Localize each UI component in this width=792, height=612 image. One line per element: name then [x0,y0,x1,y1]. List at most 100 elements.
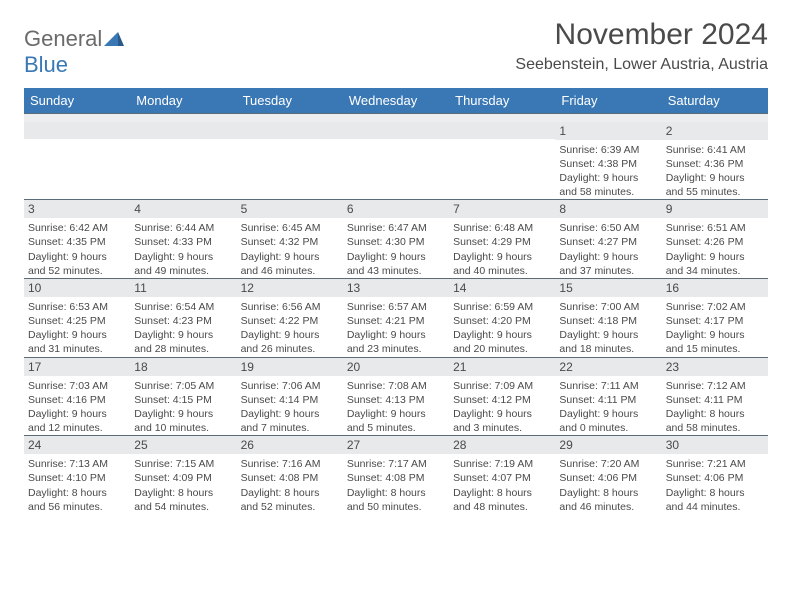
sunrise-text: Sunrise: 7:13 AM [28,457,126,471]
daylight-text: Daylight: 9 hours and 23 minutes. [347,328,445,356]
sunrise-text: Sunrise: 6:45 AM [241,221,339,235]
calendar-cell: 1 Sunrise: 6:39 AMSunset: 4:38 PMDaylight… [555,122,661,200]
sunset-text: Sunset: 4:07 PM [453,471,551,485]
sunrise-text: Sunrise: 6:41 AM [666,143,764,157]
weekday-header: Saturday [662,88,768,114]
sunset-text: Sunset: 4:09 PM [134,471,232,485]
calendar-cell [237,122,343,200]
sunset-text: Sunset: 4:13 PM [347,393,445,407]
calendar-week-row: 24Sunrise: 7:13 AMSunset: 4:10 PMDayligh… [24,436,768,514]
cell-body: Sunrise: 6:41 AMSunset: 4:36 PMDaylight:… [662,140,768,200]
cell-body: Sunrise: 7:20 AMSunset: 4:06 PMDaylight:… [555,454,661,514]
sunset-text: Sunset: 4:20 PM [453,314,551,328]
day-number: 1 [555,122,661,140]
cell-body: Sunrise: 6:53 AMSunset: 4:25 PMDaylight:… [24,297,130,357]
day-number: 7 [449,200,555,218]
calendar-cell: 26Sunrise: 7:16 AMSunset: 4:08 PMDayligh… [237,436,343,514]
cell-body: Sunrise: 6:57 AMSunset: 4:21 PMDaylight:… [343,297,449,357]
day-number: 23 [662,358,768,376]
day-number: 26 [237,436,343,454]
day-number [237,122,343,139]
daylight-text: Daylight: 9 hours and 0 minutes. [559,407,657,435]
sunrise-text: Sunrise: 6:51 AM [666,221,764,235]
calendar-cell: 24Sunrise: 7:13 AMSunset: 4:10 PMDayligh… [24,436,130,514]
daylight-text: Daylight: 9 hours and 58 minutes. [559,171,657,199]
sunset-text: Sunset: 4:32 PM [241,235,339,249]
calendar-week-row: 1Sunrise: 6:39 AMSunset: 4:38 PMDaylight… [24,122,768,200]
cell-body: Sunrise: 7:00 AMSunset: 4:18 PMDaylight:… [555,297,661,357]
cell-body: Sunrise: 7:13 AMSunset: 4:10 PMDaylight:… [24,454,130,514]
sunset-text: Sunset: 4:26 PM [666,235,764,249]
daylight-text: Daylight: 8 hours and 46 minutes. [559,486,657,514]
calendar-cell: 12Sunrise: 6:56 AMSunset: 4:22 PMDayligh… [237,278,343,357]
daylight-text: Daylight: 9 hours and 43 minutes. [347,250,445,278]
calendar-cell: 19Sunrise: 7:06 AMSunset: 4:14 PMDayligh… [237,357,343,436]
cell-body [343,139,449,142]
daylight-text: Daylight: 8 hours and 52 minutes. [241,486,339,514]
day-number: 6 [343,200,449,218]
sunset-text: Sunset: 4:15 PM [134,393,232,407]
sunset-text: Sunset: 4:38 PM [559,157,657,171]
sunset-text: Sunset: 4:11 PM [666,393,764,407]
day-number: 18 [130,358,236,376]
sunrise-text: Sunrise: 7:21 AM [666,457,764,471]
calendar-cell: 2Sunrise: 6:41 AMSunset: 4:36 PMDaylight… [662,122,768,200]
sunrise-text: Sunrise: 6:39 AM [559,143,657,157]
day-number: 11 [130,279,236,297]
sunset-text: Sunset: 4:23 PM [134,314,232,328]
calendar-cell [343,122,449,200]
day-number [449,122,555,139]
day-number: 25 [130,436,236,454]
daylight-text: Daylight: 8 hours and 44 minutes. [666,486,764,514]
calendar-cell [130,122,236,200]
calendar-cell: 6Sunrise: 6:47 AMSunset: 4:30 PMDaylight… [343,200,449,279]
cell-body: Sunrise: 7:21 AMSunset: 4:06 PMDaylight:… [662,454,768,514]
calendar-cell: 17Sunrise: 7:03 AMSunset: 4:16 PMDayligh… [24,357,130,436]
calendar-week-row: 3Sunrise: 6:42 AMSunset: 4:35 PMDaylight… [24,200,768,279]
sunrise-text: Sunrise: 6:57 AM [347,300,445,314]
spacer-row [24,114,768,122]
calendar-cell: 30Sunrise: 7:21 AMSunset: 4:06 PMDayligh… [662,436,768,514]
day-number: 3 [24,200,130,218]
daylight-text: Daylight: 8 hours and 54 minutes. [134,486,232,514]
sunrise-text: Sunrise: 7:12 AM [666,379,764,393]
calendar-cell: 7Sunrise: 6:48 AMSunset: 4:29 PMDaylight… [449,200,555,279]
logo-text: General Blue [24,26,124,78]
cell-body: Sunrise: 7:06 AMSunset: 4:14 PMDaylight:… [237,376,343,436]
sunset-text: Sunset: 4:22 PM [241,314,339,328]
calendar-cell [24,122,130,200]
daylight-text: Daylight: 9 hours and 5 minutes. [347,407,445,435]
calendar-cell: 21Sunrise: 7:09 AMSunset: 4:12 PMDayligh… [449,357,555,436]
cell-body: Sunrise: 7:02 AMSunset: 4:17 PMDaylight:… [662,297,768,357]
day-number: 22 [555,358,661,376]
day-number: 21 [449,358,555,376]
sunrise-text: Sunrise: 7:09 AM [453,379,551,393]
day-number: 10 [24,279,130,297]
calendar-cell: 8Sunrise: 6:50 AMSunset: 4:27 PMDaylight… [555,200,661,279]
day-number [343,122,449,139]
day-number: 5 [237,200,343,218]
day-number: 17 [24,358,130,376]
sunset-text: Sunset: 4:14 PM [241,393,339,407]
day-number: 14 [449,279,555,297]
cell-body: Sunrise: 6:54 AMSunset: 4:23 PMDaylight:… [130,297,236,357]
calendar-cell: 29Sunrise: 7:20 AMSunset: 4:06 PMDayligh… [555,436,661,514]
day-number: 8 [555,200,661,218]
day-number: 4 [130,200,236,218]
logo-word1: General [24,26,102,51]
daylight-text: Daylight: 9 hours and 20 minutes. [453,328,551,356]
day-number: 27 [343,436,449,454]
calendar-cell: 4Sunrise: 6:44 AMSunset: 4:33 PMDaylight… [130,200,236,279]
sunrise-text: Sunrise: 7:20 AM [559,457,657,471]
cell-body: Sunrise: 6:56 AMSunset: 4:22 PMDaylight:… [237,297,343,357]
sunset-text: Sunset: 4:18 PM [559,314,657,328]
sunrise-text: Sunrise: 7:15 AM [134,457,232,471]
daylight-text: Daylight: 9 hours and 40 minutes. [453,250,551,278]
calendar-cell: 15Sunrise: 7:00 AMSunset: 4:18 PMDayligh… [555,278,661,357]
weekday-header: Tuesday [237,88,343,114]
logo-word2: Blue [24,52,68,77]
daylight-text: Daylight: 9 hours and 55 minutes. [666,171,764,199]
sunrise-text: Sunrise: 7:02 AM [666,300,764,314]
sunset-text: Sunset: 4:25 PM [28,314,126,328]
daylight-text: Daylight: 9 hours and 7 minutes. [241,407,339,435]
